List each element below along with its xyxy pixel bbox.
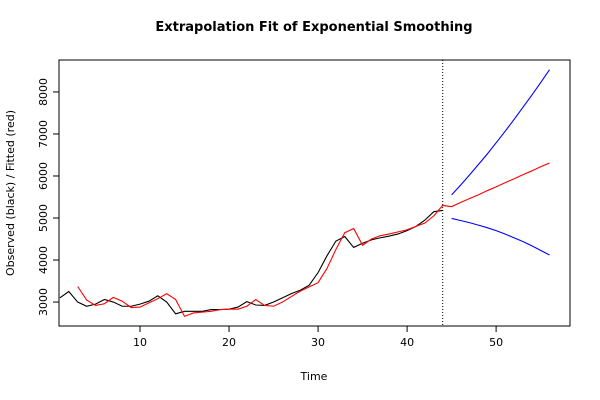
y-tick-label: 8000 (37, 78, 50, 106)
x-tick-label: 50 (489, 336, 503, 349)
y-tick-label: 5000 (37, 204, 50, 232)
x-tick-label: 10 (133, 336, 147, 349)
chart-title: Extrapolation Fit of Exponential Smoothi… (155, 20, 472, 35)
data-line (451, 69, 550, 196)
x-tick-label: 30 (311, 336, 325, 349)
data-line (451, 217, 550, 256)
x-tick-label: 40 (400, 336, 414, 349)
plot-frame (58, 59, 571, 327)
y-tick-label: 6000 (37, 162, 50, 190)
y-tick-label: 3000 (37, 288, 50, 316)
y-axis-label: Observed (black) / Fitted (red) (4, 110, 17, 276)
y-tick-label: 4000 (37, 246, 50, 274)
x-axis-label: Time (300, 370, 328, 383)
data-line (77, 162, 550, 318)
y-tick-label: 7000 (37, 120, 50, 148)
data-line (59, 209, 443, 315)
x-tick-label: 20 (222, 336, 236, 349)
